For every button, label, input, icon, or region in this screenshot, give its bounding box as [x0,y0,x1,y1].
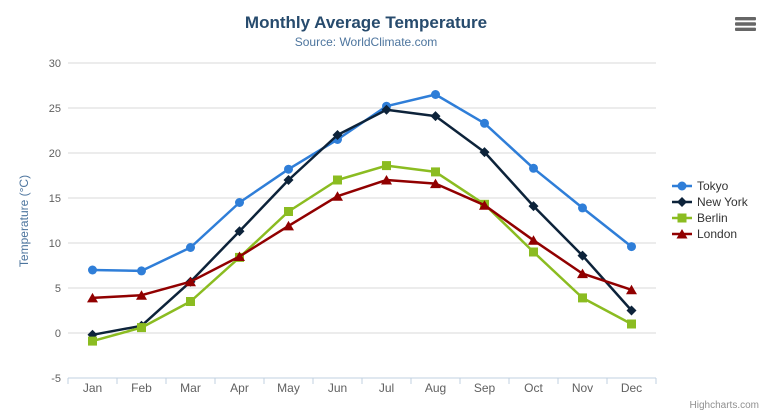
data-point-berlin [382,161,391,171]
data-point-new-york [577,250,588,261]
legend-item-tokyo[interactable]: Tokyo [672,178,748,194]
data-point-berlin [137,323,146,333]
legend-item-label: Tokyo [697,179,729,193]
data-point-tokyo [284,164,293,174]
data-point-london [87,292,98,303]
data-point-london [626,284,637,295]
legend-item-label: New York [697,195,748,209]
tokyo-series-marker-icon [672,181,692,191]
data-point-tokyo [578,203,587,213]
series-london [87,175,637,303]
data-point-new-york [430,111,441,122]
data-point-new-york [283,175,294,185]
y-axis-tick-label: 0 [55,328,61,340]
data-point-london [136,290,147,300]
legend-item-label: London [697,227,738,241]
data-point-berlin [284,207,293,216]
data-point-berlin [529,247,538,257]
x-axis-tick-label: Jun [328,381,347,395]
y-axis-tick-label: -5 [51,373,61,385]
y-axis-tick-label: 5 [55,283,61,295]
data-point-london [234,251,245,261]
x-axis-tick-label: Jul [379,381,394,395]
x-axis-tick-label: Nov [572,381,593,395]
series-line-tokyo [91,93,633,273]
y-axis-title: Temperature (°C) [17,175,31,267]
credits-link[interactable]: Highcharts.com [689,400,759,411]
chart-subtitle: Source: WorldClimate.com [294,35,438,49]
series-tokyo [88,90,636,276]
data-point-tokyo [627,242,636,252]
data-point-tokyo [137,266,146,276]
series-line-berlin [91,164,633,343]
london-series-marker-icon [672,229,692,239]
data-point-new-york [234,226,245,237]
data-point-berlin [88,336,97,346]
x-axis-tick-label: May [277,381,300,395]
data-point-berlin [627,319,636,329]
data-point-tokyo [235,198,244,207]
y-axis-tick-label: 15 [49,193,61,205]
data-point-london [430,178,441,189]
chart-title: Monthly Average Temperature [244,13,488,32]
data-point-berlin [578,293,587,303]
legend-item-london[interactable]: London [672,226,748,242]
data-point-london [479,200,490,210]
legend-item-new-york[interactable]: New York [672,194,748,210]
legend: Tokyo New York Berlin London [672,178,748,242]
data-point-berlin [333,175,342,185]
series-line-london [91,178,633,300]
legend-item-berlin[interactable]: Berlin [672,210,748,226]
berlin-series-marker-icon [672,213,692,223]
legend-item-label: Berlin [697,211,728,225]
data-point-new-york [381,104,392,115]
x-axis-tick-label: Aug [425,381,446,395]
data-point-tokyo [88,265,97,275]
data-point-tokyo [529,163,538,173]
x-axis-tick-label: Feb [131,381,152,395]
series-line-new-york [91,108,633,337]
data-point-new-york [528,201,539,212]
y-axis-tick-label: 25 [49,103,61,115]
hamburger-menu-icon [735,16,756,31]
data-point-tokyo [186,243,195,252]
x-axis-tick-label: Mar [180,381,201,395]
series-new-york [87,104,637,340]
data-point-tokyo [480,118,489,128]
data-point-london [283,220,294,231]
data-point-london [528,235,539,245]
y-axis-tick-label: 30 [49,58,61,70]
data-point-london [577,268,588,279]
x-axis-tick-label: Jan [83,381,102,395]
x-axis-tick-label: Sep [474,381,496,395]
x-axis-tick-label: Apr [230,381,249,395]
y-axis-tick-label: 10 [49,238,61,250]
x-axis-tick-label: Oct [524,381,543,395]
data-point-tokyo [431,90,440,99]
data-point-london [381,175,392,185]
data-point-new-york [332,130,343,140]
data-point-london [332,191,343,201]
data-point-berlin [431,167,440,177]
data-point-new-york [479,147,490,158]
context-menu-button[interactable] [733,13,759,35]
x-axis-tick-label: Dec [621,381,642,395]
data-point-london [185,276,196,287]
new-york-series-marker-icon [672,197,692,207]
y-axis-tick-label: 20 [49,148,61,160]
data-point-new-york [626,305,637,316]
data-point-berlin [186,297,195,306]
